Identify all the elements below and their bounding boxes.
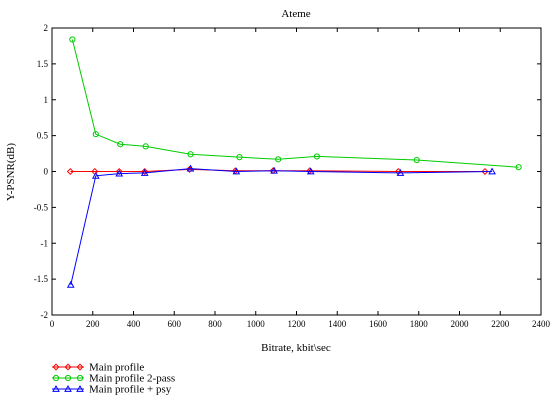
data-point: [69, 36, 76, 43]
data-point: [186, 164, 195, 172]
data-point: [117, 141, 124, 148]
y-tick-label: 2: [44, 23, 49, 33]
legend-marker: [64, 384, 72, 392]
legend-item: Main profile + psy: [52, 384, 172, 396]
x-tick-label: 800: [208, 319, 222, 329]
axis-ticks: [51, 27, 542, 316]
data-point: [396, 168, 405, 176]
legend-marker: [76, 384, 84, 392]
data-point: [115, 167, 123, 176]
y-tick-label: -2: [41, 310, 49, 320]
x-tick-label: 1200: [288, 319, 307, 329]
data-point: [515, 164, 522, 171]
y-axis-title: Y-PSNR(dB): [5, 143, 17, 201]
legend-marker: [64, 363, 72, 371]
data-point: [488, 167, 496, 175]
legend-marker: [64, 374, 72, 382]
legend-label: Main profile: [89, 362, 144, 374]
data-point: [66, 167, 74, 176]
x-axis-title: Bitrate, kbit\sec: [261, 342, 331, 354]
series-triangle: [66, 164, 496, 288]
y-tick-label: 1: [44, 95, 49, 105]
data-point: [270, 166, 278, 174]
y-axis-tick-labels: -2 -1.5 -1 -0.5 0 0.5 1 1.5 2: [34, 23, 49, 320]
x-axis-tick-labels: 0 200 400 600 800 1000 1200 1400 1600 1800 2000 220…: [50, 319, 551, 329]
legend-label: Main profile + psy: [89, 384, 172, 396]
x-tick-label: 200: [86, 319, 100, 329]
data-point: [141, 167, 149, 176]
x-tick-label: 0: [50, 319, 55, 329]
legend-marker: [76, 374, 84, 382]
data-point: [91, 171, 100, 179]
series-line: [71, 39, 519, 168]
legend-marker: [76, 363, 84, 371]
x-tick-label: 1800: [410, 319, 429, 329]
y-tick-label: 1.5: [37, 59, 49, 69]
data-point: [232, 167, 241, 175]
y-tick-label: -0.5: [34, 202, 49, 212]
data-point: [306, 167, 315, 175]
legend-marker: [52, 363, 60, 371]
data-point: [66, 280, 75, 288]
x-tick-label: 1000: [247, 319, 266, 329]
x-tick-label: 600: [168, 319, 182, 329]
data-point: [92, 131, 99, 138]
legend-marker: [52, 384, 60, 392]
series-circle: [69, 36, 522, 171]
x-tick-label: 2200: [491, 319, 510, 329]
legend-item: Main profile: [52, 362, 144, 374]
data-point: [140, 168, 149, 176]
series-layer: [66, 36, 522, 288]
data-point: [313, 153, 320, 160]
y-tick-label: -1.5: [34, 274, 49, 284]
data-point: [413, 156, 420, 164]
x-tick-label: 2400: [532, 319, 551, 329]
legend-item: Main profile 2-pass: [52, 373, 175, 385]
data-point: [142, 143, 149, 150]
data-point: [236, 154, 243, 161]
chart-title: Ateme: [281, 8, 310, 20]
data-point: [187, 151, 194, 158]
data-point: [481, 167, 489, 176]
x-tick-label: 1400: [328, 319, 347, 329]
y-tick-label: 0: [44, 167, 49, 177]
legend-label: Main profile 2-pass: [89, 373, 175, 385]
series-line: [70, 168, 493, 285]
data-point: [115, 169, 124, 177]
x-tick-label: 1600: [369, 319, 388, 329]
y-tick-label: -1: [41, 238, 49, 248]
legend-marker: [52, 374, 60, 382]
data-point: [275, 156, 282, 163]
y-tick-label: 0.5: [37, 131, 49, 141]
x-tick-label: 400: [127, 319, 141, 329]
x-tick-label: 2000: [451, 319, 470, 329]
